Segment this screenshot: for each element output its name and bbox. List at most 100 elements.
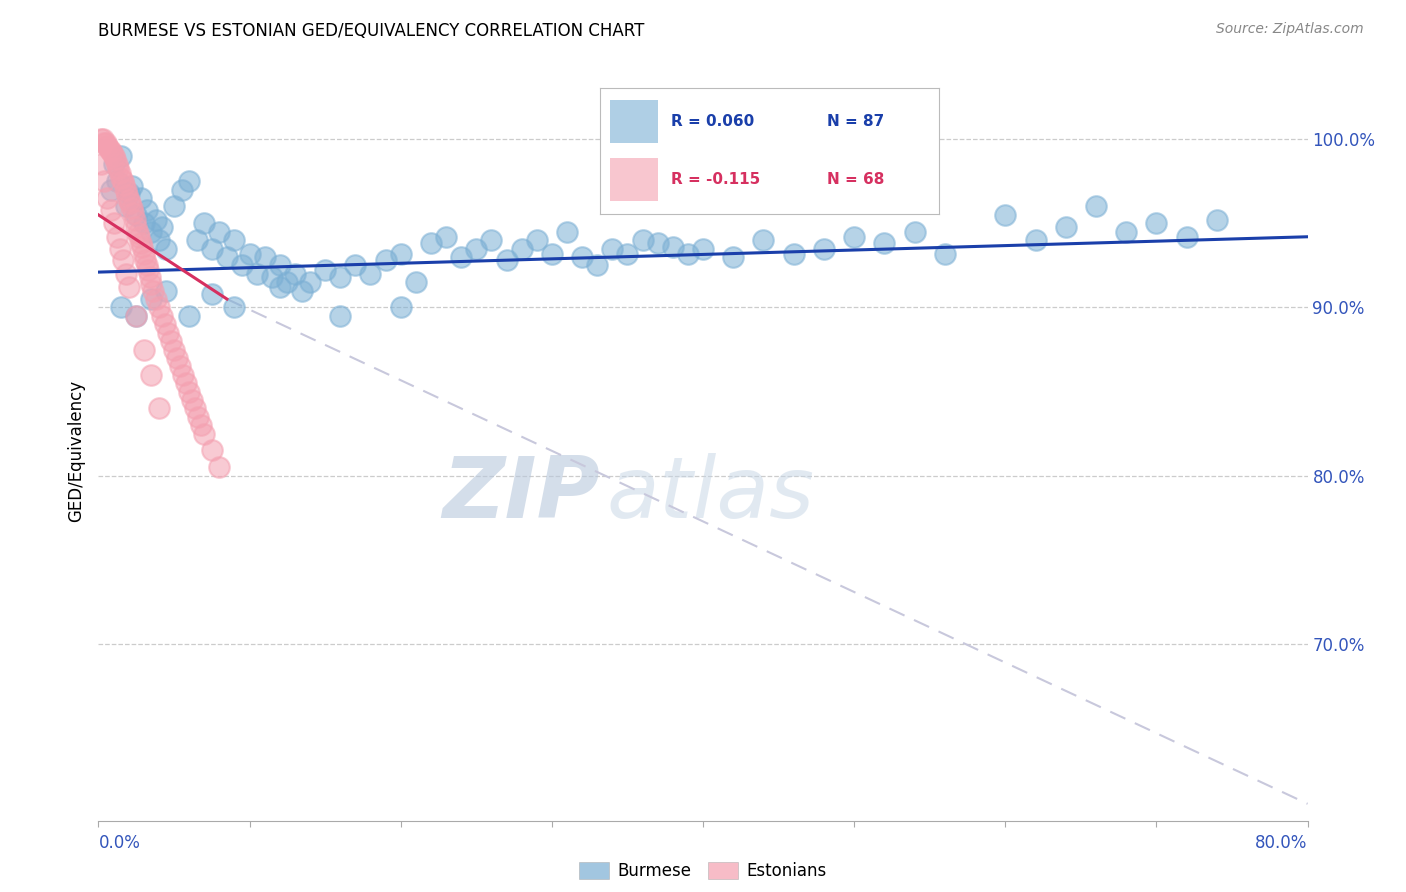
Point xyxy=(121,179,143,194)
Point xyxy=(434,229,457,244)
Point xyxy=(215,250,238,264)
Point xyxy=(495,253,517,268)
Point xyxy=(100,144,122,158)
Point xyxy=(145,213,167,227)
Point xyxy=(135,202,157,217)
Point xyxy=(100,183,122,197)
Point xyxy=(179,384,201,399)
Point xyxy=(1024,233,1046,247)
Point xyxy=(132,246,155,260)
Point xyxy=(163,343,186,357)
Point xyxy=(101,145,124,160)
Text: BURMESE VS ESTONIAN GED/EQUIVALENCY CORRELATION CHART: BURMESE VS ESTONIAN GED/EQUIVALENCY CORR… xyxy=(98,22,645,40)
Point xyxy=(662,240,685,254)
Point xyxy=(132,216,155,230)
Point xyxy=(291,284,314,298)
Point xyxy=(374,253,396,268)
Point xyxy=(169,359,191,374)
Point xyxy=(155,284,177,298)
Point xyxy=(420,236,443,251)
Point xyxy=(269,280,291,294)
Point xyxy=(135,259,157,273)
Point xyxy=(526,233,548,247)
Point xyxy=(141,225,163,239)
Point xyxy=(125,219,148,234)
Point xyxy=(276,275,298,289)
Point xyxy=(134,253,156,268)
Point xyxy=(1144,216,1167,230)
Point xyxy=(465,242,488,256)
Point xyxy=(208,225,231,239)
Point xyxy=(155,242,177,256)
Point xyxy=(93,174,115,188)
Point xyxy=(128,229,150,244)
Point xyxy=(103,157,125,171)
Point xyxy=(148,301,170,315)
Point xyxy=(299,275,322,289)
Point xyxy=(160,334,183,348)
Point xyxy=(111,174,134,188)
Point xyxy=(540,246,562,260)
Point xyxy=(187,409,209,424)
Point xyxy=(329,309,352,323)
Point xyxy=(148,233,170,247)
Point xyxy=(752,233,775,247)
Point xyxy=(190,418,212,433)
Point xyxy=(112,178,135,192)
Point xyxy=(586,259,609,273)
Point xyxy=(201,287,224,301)
Point xyxy=(163,199,186,213)
Text: atlas: atlas xyxy=(606,453,814,536)
Point xyxy=(103,216,125,230)
Point xyxy=(783,246,806,260)
Point xyxy=(129,191,152,205)
Point xyxy=(150,309,173,323)
Point xyxy=(141,292,163,306)
Point xyxy=(201,242,224,256)
Point xyxy=(723,250,745,264)
Point xyxy=(616,246,638,260)
Point xyxy=(193,426,215,441)
Point xyxy=(110,149,132,163)
Point xyxy=(994,208,1017,222)
Point xyxy=(314,263,336,277)
Point xyxy=(208,460,231,475)
Point xyxy=(141,277,163,291)
Point xyxy=(96,139,118,153)
Point xyxy=(481,233,503,247)
Point xyxy=(253,250,276,264)
Point xyxy=(115,187,138,202)
Text: 0.0%: 0.0% xyxy=(98,834,141,852)
Point xyxy=(93,136,115,150)
Point xyxy=(181,392,204,407)
Point xyxy=(125,309,148,323)
Point xyxy=(389,301,412,315)
Point xyxy=(179,309,201,323)
Point xyxy=(239,246,262,260)
Point xyxy=(1054,219,1077,234)
Point xyxy=(602,242,624,256)
Point xyxy=(450,250,472,264)
Point xyxy=(555,225,578,239)
Point xyxy=(114,267,136,281)
Point xyxy=(153,318,176,332)
Point xyxy=(142,284,165,298)
Point xyxy=(904,225,927,239)
Text: Source: ZipAtlas.com: Source: ZipAtlas.com xyxy=(1216,22,1364,37)
Point xyxy=(692,242,714,256)
Point xyxy=(1085,199,1108,213)
Point xyxy=(262,270,284,285)
Point xyxy=(125,309,148,323)
Point xyxy=(193,216,215,230)
Point xyxy=(118,193,141,207)
Point xyxy=(172,368,194,382)
Point xyxy=(174,376,197,391)
Point xyxy=(94,136,117,150)
Point xyxy=(108,242,131,256)
Point xyxy=(148,401,170,416)
Point xyxy=(510,242,533,256)
Point xyxy=(145,292,167,306)
Point xyxy=(124,213,146,227)
Point xyxy=(90,157,112,171)
Point xyxy=(105,157,128,171)
